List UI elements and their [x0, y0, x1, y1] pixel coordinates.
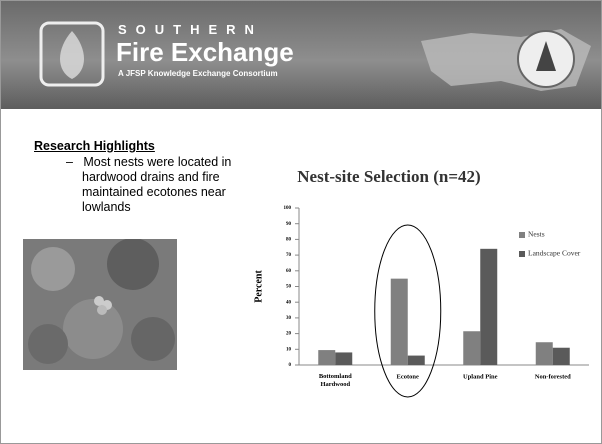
x-tick-label: Ecotone — [397, 373, 420, 380]
y-tick-label: 60 — [286, 269, 292, 274]
highlight-ellipse — [374, 224, 442, 398]
bar — [480, 248, 498, 365]
bar — [390, 278, 408, 365]
legend-swatch — [519, 232, 525, 238]
y-tick-label: 10 — [286, 347, 292, 352]
chart-title: Nest-site Selection (n=42) — [297, 167, 480, 186]
y-tick-label: 50 — [286, 285, 292, 290]
bar — [463, 331, 481, 365]
bar — [552, 347, 570, 365]
brand-tagline: A JFSP Knowledge Exchange Consortium — [118, 69, 278, 78]
bar — [535, 342, 553, 365]
header-art — [39, 21, 591, 91]
highlights-title: Research Highlights — [34, 139, 155, 153]
y-tick-label: 0 — [289, 363, 292, 368]
x-tick-label: Bottomland Hardwood — [319, 373, 352, 388]
bar — [335, 352, 353, 365]
brand-name: Fire Exchange — [116, 37, 294, 67]
highlight-text: Most nests were located in hardwood drai… — [82, 155, 232, 214]
highlights: Research Highlights – Most nests were lo… — [34, 139, 274, 215]
y-tick-label: 40 — [286, 300, 292, 305]
legend-label: Nests — [528, 230, 545, 239]
x-tick-label: Upland Pine — [463, 373, 498, 380]
y-tick-label: 30 — [286, 316, 292, 321]
y-tick-label: 70 — [286, 253, 292, 258]
legend-label: Landscape Cover — [528, 249, 581, 258]
highlight-item: – Most nests were located in hardwood dr… — [66, 155, 232, 214]
bar — [407, 355, 425, 365]
y-tick-label: 80 — [286, 238, 292, 243]
header-banner: SOUTHERN Fire Exchange A JFSP Knowledge … — [1, 1, 601, 109]
y-tick-label: 100 — [284, 206, 292, 211]
y-tick-label: 20 — [286, 332, 292, 337]
y-axis-label: Percent — [253, 270, 264, 303]
x-tick-label: Non-forested — [535, 373, 571, 380]
y-tick-label: 90 — [286, 222, 292, 227]
bar — [318, 350, 336, 365]
chart: Nest-site Selection (n=42) Percent 0 10 20 30… — [253, 167, 589, 398]
brand-top: SOUTHERN — [118, 22, 263, 37]
legend-swatch — [519, 251, 525, 257]
nest-photo — [23, 239, 177, 370]
